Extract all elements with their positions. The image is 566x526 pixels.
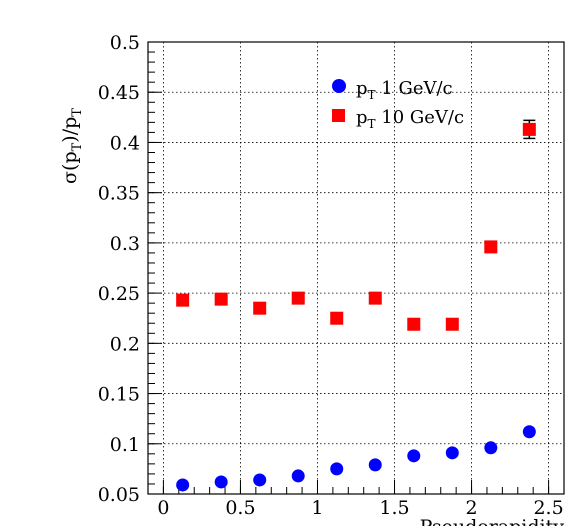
- y-tick-label: 0.2: [110, 333, 140, 355]
- y-tick-label: 0.15: [98, 384, 140, 406]
- data-point-series-1: [214, 475, 228, 489]
- x-axis-title: Pseudorapidity: [420, 516, 565, 526]
- data-point-series-2: [407, 317, 421, 331]
- data-point-series-2: [484, 240, 498, 254]
- legend-marker-square: [332, 109, 345, 122]
- axis-ticks: [148, 41, 550, 495]
- y-tick-label: 0.1: [110, 434, 140, 456]
- y-tick-label: 0.35: [98, 183, 140, 205]
- x-tick-label: 0: [157, 497, 169, 519]
- data-point-series-1: [368, 458, 382, 472]
- data-point-series-2: [176, 293, 190, 307]
- data-point-series-1: [522, 425, 536, 439]
- y-tick-labels: 0.05 0.1 0.15 0.2 0.25 0.3 0.35 0.4 0.45 0.5: [98, 32, 140, 506]
- y-tick-label: 0.45: [98, 82, 140, 104]
- data-point-series-2: [522, 122, 536, 136]
- x-tick-labels: 0 0.5 1 1.5 2 2.5: [157, 497, 563, 519]
- data-point-series-2: [330, 311, 344, 325]
- data-point-series-2: [445, 317, 459, 331]
- x-tick-label: 2.5: [533, 497, 563, 519]
- x-tick-label: 0.5: [225, 497, 255, 519]
- data-point-series-2: [291, 291, 305, 305]
- data-marks: [176, 119, 536, 492]
- x-tick-label: 2: [466, 497, 478, 519]
- data-point-series-1: [176, 478, 190, 492]
- x-tick-label: 1.5: [379, 497, 409, 519]
- plot-frame: [147, 41, 565, 495]
- data-point-series-2: [253, 301, 267, 315]
- x-tick-label: 1: [311, 497, 323, 519]
- y-tick-label: 0.05: [98, 484, 140, 506]
- data-point-series-1: [253, 473, 267, 487]
- y-axis-title: σ(pT)/pT: [59, 108, 85, 184]
- data-point-series-1: [291, 469, 305, 483]
- y-tick-label: 0.25: [98, 283, 140, 305]
- data-point-series-1: [407, 449, 421, 463]
- legend-label-series-1: pT 1 GeV/c: [356, 78, 453, 102]
- legend-marker-circle: [332, 79, 346, 93]
- data-point-series-1: [484, 441, 498, 455]
- data-point-series-2: [368, 291, 382, 305]
- y-tick-label: 0.5: [110, 32, 140, 54]
- data-point-series-1: [445, 446, 459, 460]
- legend: pT 1 GeV/c pT 10 GeV/c: [332, 78, 464, 131]
- legend-label-series-2: pT 10 GeV/c: [356, 107, 464, 131]
- data-point-series-2: [214, 292, 228, 306]
- y-tick-label: 0.3: [110, 233, 140, 255]
- y-tick-label: 0.4: [110, 132, 140, 154]
- data-point-series-1: [330, 462, 344, 476]
